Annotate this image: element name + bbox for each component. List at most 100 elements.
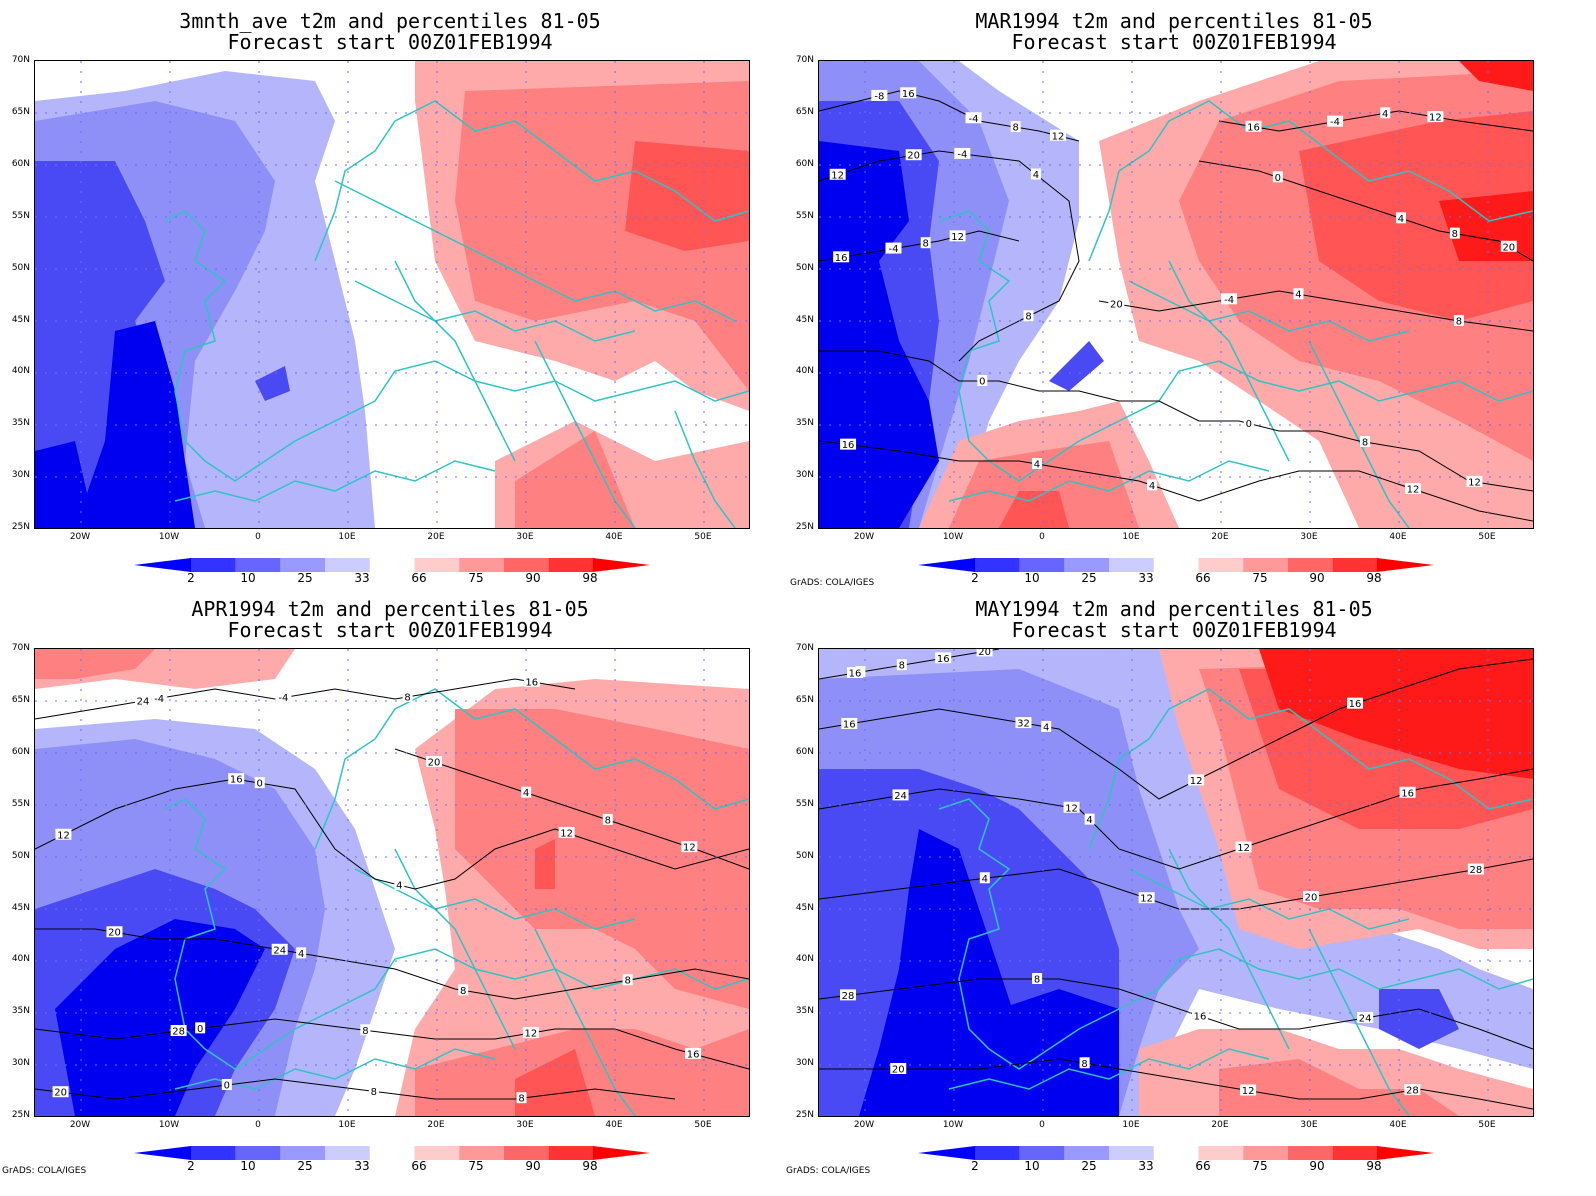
panel-apr1994: APR1994 t2m and percentiles 81-05 Foreca… <box>0 588 780 1186</box>
longitude-label: 50E <box>694 1120 712 1130</box>
legend-swatch <box>918 1146 975 1160</box>
legend-swatch <box>414 558 460 572</box>
contours <box>35 678 749 1100</box>
legend-label: 33 <box>1138 571 1154 585</box>
contour-label: 12 <box>1407 485 1420 496</box>
contour-label: 4 <box>1382 109 1388 120</box>
red-mid-region <box>535 839 555 889</box>
contour-label: 8 <box>923 239 929 250</box>
longitude-label: 40E <box>1389 1120 1407 1130</box>
contour-label: 20 <box>108 928 121 939</box>
latitude-label: 40N <box>795 366 814 377</box>
longitude-label: 50E <box>1478 1120 1496 1130</box>
latitude-label: 50N <box>11 262 30 273</box>
red-strong-region <box>1259 649 1533 779</box>
contour-label: 12 <box>683 843 696 854</box>
latitude-label: 45N <box>11 314 30 325</box>
longitude-label: 30E <box>1300 1120 1318 1130</box>
contour-label: 12 <box>524 1029 537 1040</box>
legend-label: 98 <box>1366 571 1382 585</box>
legend-color-bar <box>918 558 1434 572</box>
contour-label: 8 <box>605 815 611 826</box>
map-area: -4 0 4 0 0 4 -4 4 8 8 8 8 8 12 8 12 8 12 16 12 20 16 20 20 24 16 2… <box>34 648 750 1117</box>
map-area: -8 -4 -4 0 4 -4 0 -4 -4 4 8 0 4 4 4 4 8 8 12 8 12 12 8 8 12 12 16 1… <box>818 60 1534 529</box>
legend-swatch <box>414 1146 460 1160</box>
contour-label: 12 <box>1237 843 1250 854</box>
latitude-label: 50N <box>11 850 30 861</box>
contour-label: 0 <box>257 779 263 790</box>
panel-title-line1: MAY1994 t2m and percentiles 81-05 <box>975 597 1373 621</box>
red-light-region-south <box>515 431 635 528</box>
contour-label: 16 <box>525 677 538 688</box>
contour-label: 16 <box>849 669 862 680</box>
legend-swatch <box>280 558 326 572</box>
latitude-label: 60N <box>11 158 30 169</box>
latitude-label: 70N <box>795 55 814 65</box>
contour-label: 12 <box>1052 131 1065 142</box>
contour-label: 8 <box>1025 312 1031 323</box>
contour-label: 8 <box>460 986 466 997</box>
blue-strong-region <box>55 919 265 1116</box>
contour-label: 20 <box>907 151 920 162</box>
contour-label: 8 <box>1452 229 1458 240</box>
legend-color-bar <box>134 1146 650 1160</box>
contour-label: -8 <box>874 91 884 102</box>
legend-swatch <box>503 1146 549 1160</box>
contour-label: 16 <box>1194 1012 1207 1023</box>
contour-label: 12 <box>1468 477 1481 488</box>
latitude-label: 55N <box>795 210 814 221</box>
contour-label: 4 <box>1398 214 1404 225</box>
longitude-label: 10W <box>158 532 180 542</box>
contour-label: 20 <box>1502 242 1515 253</box>
contour-label: 20 <box>54 1088 67 1099</box>
contour-label: 12 <box>1065 803 1078 814</box>
color-legend: 2 10 25 33 66 75 90 98 <box>918 1145 1434 1173</box>
contour-label: 20 <box>892 1065 905 1076</box>
blue-strong-region-2 <box>35 441 95 528</box>
contour-label: 8 <box>1012 123 1018 134</box>
contour-label: 0 <box>197 1024 203 1035</box>
blue-mid-island <box>1049 341 1104 391</box>
legend-swatch <box>1019 558 1065 572</box>
legend-label: 33 <box>354 571 370 585</box>
longitude-label: 10E <box>338 1120 356 1130</box>
legend-swatch <box>1153 1146 1199 1160</box>
legend-swatch <box>1109 1146 1154 1160</box>
contour-labels: -4 0 4 0 0 4 -4 4 8 8 8 8 8 12 8 12 8 12 16 12 20 16 20 20 24 16 2… <box>52 675 702 1105</box>
map-svg: 0444888121212161216161620242820162428282… <box>819 649 1533 1116</box>
longitude-label: 0 <box>255 532 261 542</box>
red-light-region <box>455 709 749 1009</box>
legend-label: 25 <box>297 571 313 585</box>
latitude-label: 70N <box>795 643 814 653</box>
contour-label: 8 <box>624 976 630 987</box>
legend-label: 2 <box>971 1159 979 1173</box>
longitude-label: 40E <box>1389 532 1407 542</box>
legend-label: 75 <box>1252 571 1268 585</box>
longitude-label: 50E <box>1478 532 1496 542</box>
panel-title-line1: 3mnth_ave t2m and percentiles 81-05 <box>179 9 601 33</box>
legend-swatch <box>548 558 594 572</box>
legend-label: 98 <box>582 1159 598 1173</box>
legend-swatch <box>1064 558 1110 572</box>
latitude-label: 50N <box>795 850 814 861</box>
legend-swatch <box>325 1146 370 1160</box>
longitude-label: 20W <box>69 1120 91 1130</box>
legend-swatch <box>369 558 415 572</box>
legend-label: 25 <box>297 1159 313 1173</box>
contour-label: 16 <box>842 440 855 451</box>
legend-label: 2 <box>971 571 979 585</box>
contour-label: 28 <box>1469 865 1482 876</box>
longitude-label: 50E <box>694 532 712 542</box>
map-area: 0444888121212161216161620242820162428282… <box>818 648 1534 1117</box>
contour-label: 20 <box>1110 299 1123 310</box>
blue-strong-region-south <box>999 989 1119 1116</box>
contour-label: 8 <box>899 661 905 672</box>
latitude-label: 65N <box>11 106 30 117</box>
panel-mar1994: MAR1994 t2m and percentiles 81-05 Foreca… <box>784 0 1564 598</box>
red-strong-region-north <box>1459 61 1533 91</box>
contour-label: 20 <box>978 649 991 658</box>
legend-label: 66 <box>411 1159 427 1173</box>
legend-label: 75 <box>1252 1159 1268 1173</box>
contour-label: 16 <box>1247 122 1260 133</box>
legend-label: 90 <box>1309 571 1325 585</box>
